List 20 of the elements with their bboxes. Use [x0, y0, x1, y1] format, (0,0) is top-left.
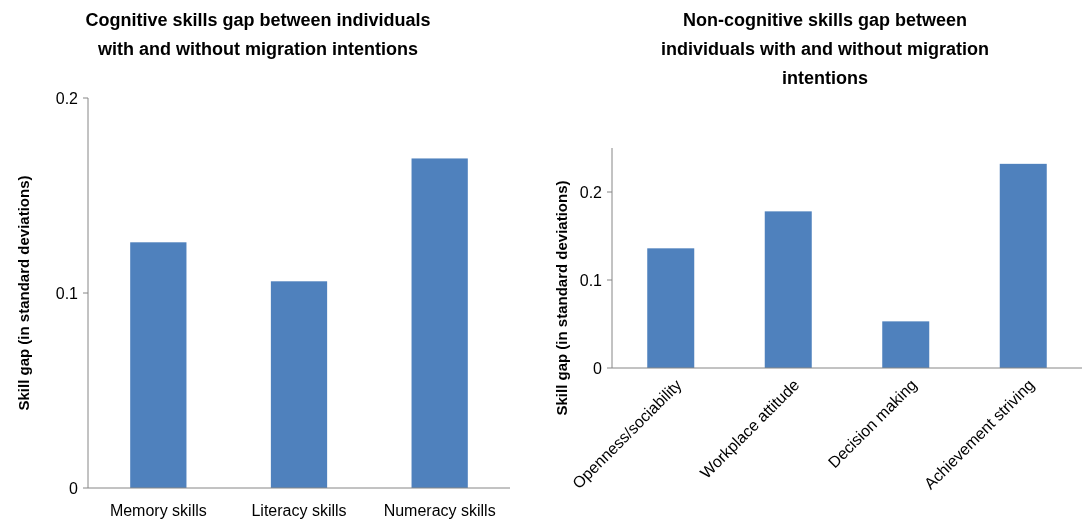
y-tick-label: 0.2: [579, 183, 603, 201]
x-tick-label: Memory skills: [109, 502, 207, 519]
y-axis-title: Skill gap (in standard deviations): [15, 175, 33, 411]
y-tick-label: 0.2: [55, 89, 79, 107]
bar: [999, 163, 1047, 368]
bar: [647, 248, 695, 368]
chart-title: Cognitive skills gap between individuals with and without migration intentions: [85, 10, 431, 59]
y-axis-title: Skill gap (in standard deviations): [553, 180, 571, 416]
y-tick-label: 0: [593, 359, 603, 377]
bar: [411, 158, 468, 488]
chart-title: Non-cognitive skills gap between individuals with and without migration intentions: [661, 10, 989, 88]
y-tick-label: 0.1: [55, 284, 79, 302]
y-tick-label: 0: [69, 479, 79, 497]
x-tick-label: Literacy skills: [251, 502, 347, 519]
x-tick-label: Numeracy skills: [383, 502, 496, 519]
bar: [882, 321, 930, 368]
bar: [764, 211, 812, 368]
y-tick-label: 0.1: [579, 271, 603, 289]
bar: [130, 242, 187, 488]
bar: [270, 281, 328, 488]
